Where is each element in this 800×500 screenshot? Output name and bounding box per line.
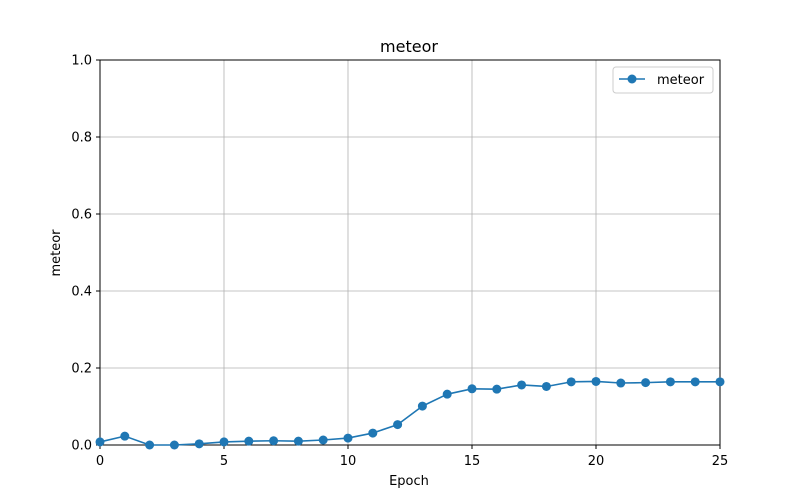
data-point xyxy=(715,377,725,387)
data-point xyxy=(95,437,105,447)
data-point xyxy=(368,428,378,438)
legend-box xyxy=(612,66,714,94)
ticks-layer: 0 5 10 15 20 25 0.0 0.2 0.4 0.6 0.8 1.0 xyxy=(71,54,728,470)
series-layer xyxy=(95,376,725,450)
data-point xyxy=(641,378,651,388)
data-point xyxy=(393,420,403,430)
legend-label: meteor xyxy=(657,73,705,88)
x-tick-label: 20 xyxy=(588,454,605,469)
data-point xyxy=(541,381,551,391)
data-point xyxy=(293,436,303,446)
data-point xyxy=(417,401,427,411)
data-point xyxy=(467,384,477,394)
plot-frame xyxy=(99,59,721,446)
x-tick-label: 10 xyxy=(340,454,357,469)
grid-layer xyxy=(99,59,721,446)
chart-title: meteor xyxy=(380,37,438,56)
y-tick-label: 0.8 xyxy=(71,131,92,146)
data-point xyxy=(219,437,229,447)
data-point xyxy=(566,377,576,387)
data-point xyxy=(665,377,675,387)
data-point xyxy=(517,380,527,390)
y-tick-label: 1.0 xyxy=(71,54,92,69)
data-point xyxy=(244,436,254,446)
data-point xyxy=(616,378,626,388)
x-tick-label: 0 xyxy=(96,454,104,469)
x-tick-label: 25 xyxy=(712,454,729,469)
data-point xyxy=(442,389,452,399)
data-point xyxy=(492,384,502,394)
y-tick-label: 0.6 xyxy=(71,208,92,223)
y-tick-label: 0.0 xyxy=(71,439,92,454)
y-tick-label: 0.4 xyxy=(71,285,92,300)
y-tick-label: 0.2 xyxy=(71,362,92,377)
legend-marker xyxy=(627,74,637,84)
data-point xyxy=(120,431,130,441)
data-point xyxy=(690,377,700,387)
data-point xyxy=(343,433,353,443)
x-tick-label: 5 xyxy=(220,454,228,469)
x-tick-label: 15 xyxy=(464,454,481,469)
x-axis-label: Epoch xyxy=(389,474,429,489)
data-point xyxy=(318,435,328,445)
data-point xyxy=(591,376,601,386)
legend: meteor xyxy=(612,66,714,94)
data-point xyxy=(194,439,204,449)
y-axis-label: meteor xyxy=(49,229,64,277)
data-point xyxy=(269,436,279,446)
data-point xyxy=(169,440,179,450)
data-point xyxy=(145,440,155,450)
